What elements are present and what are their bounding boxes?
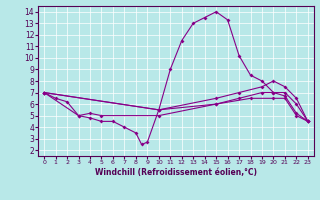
X-axis label: Windchill (Refroidissement éolien,°C): Windchill (Refroidissement éolien,°C)	[95, 168, 257, 177]
